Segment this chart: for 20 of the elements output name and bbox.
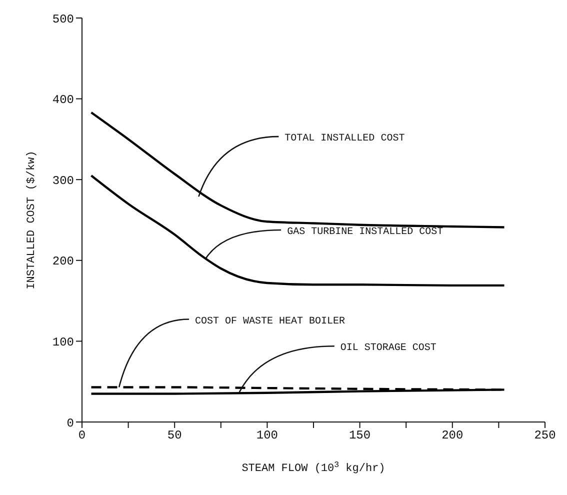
x-axis-title: STEAM FLOW (10$^{3}$ kg/hr)	[242, 460, 386, 475]
y-axis-title: INSTALLED COST ($/kw)	[26, 150, 38, 290]
x-tick-label: 50	[167, 428, 182, 443]
x-tick-label: 200	[442, 428, 464, 443]
annotation: OIL STORAGE COST	[340, 343, 436, 354]
x-tick-label: 150	[348, 428, 371, 443]
y-tick-label: 400	[52, 93, 74, 108]
y-tick-label: 300	[52, 174, 74, 188]
line-series	[90, 111, 506, 228]
y-tick-label: 100	[52, 335, 74, 350]
line-series	[90, 174, 506, 287]
x-tick-label: 100	[256, 428, 278, 443]
annotation: GAS TURBINE INSTALLED COST	[287, 226, 444, 238]
annotation: COST OF WASTE HEAT BOILER	[195, 316, 346, 328]
y-tick-label: 200	[52, 254, 74, 269]
y-tick-label: 500	[52, 12, 74, 26]
annotation: TOTAL INSTALLED COST	[284, 134, 405, 145]
y-tick-label: 0	[66, 416, 74, 430]
x-tick-label: 250	[534, 428, 556, 443]
x-tick-label: 0	[78, 428, 86, 443]
